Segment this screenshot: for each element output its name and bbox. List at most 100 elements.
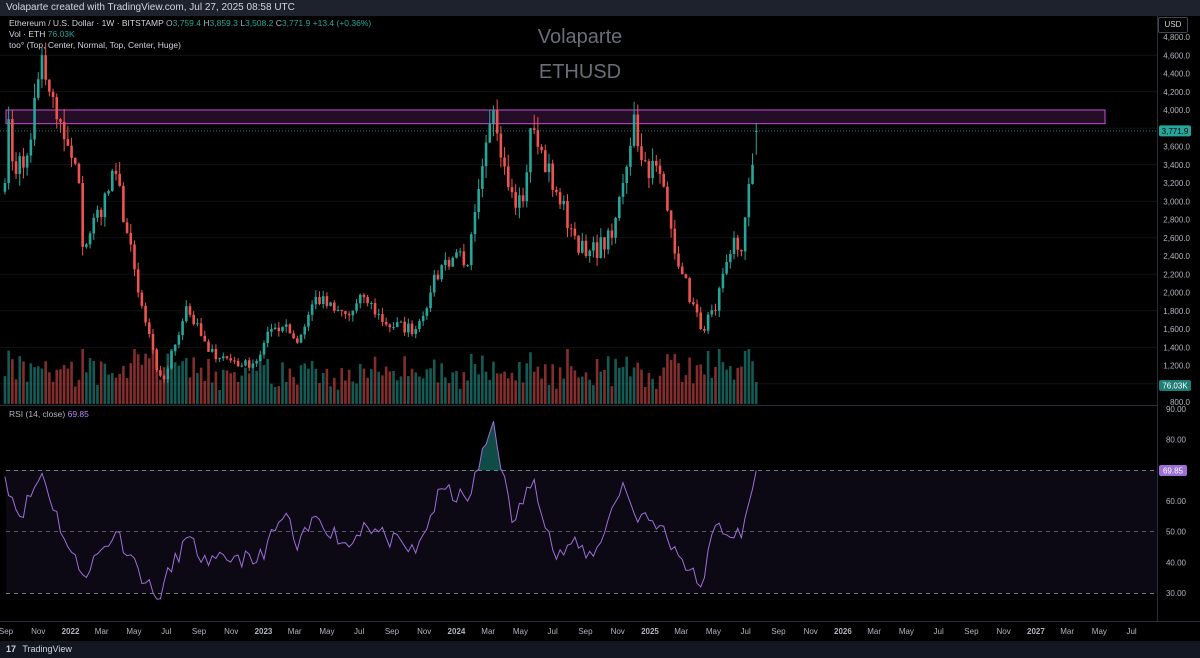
candle-body <box>181 321 184 336</box>
time-tick-label: 2027 <box>1027 627 1045 636</box>
candle-body <box>370 303 373 305</box>
volume-bar <box>599 371 603 404</box>
volume-bar <box>488 379 492 404</box>
candle-body <box>251 363 255 368</box>
indicator-line[interactable]: too° (Top, Center, Normal, Top, Center, … <box>9 40 371 51</box>
candle-body <box>629 145 632 167</box>
tradingview-logo-icon[interactable]: 17 <box>6 644 17 654</box>
rsi-legend[interactable]: RSI (14, close) 69.85 <box>9 409 89 419</box>
volume-bar <box>233 372 236 404</box>
volume-bar <box>358 363 362 404</box>
volume-bar <box>636 362 640 404</box>
rsi-legend-value: 69.85 <box>67 409 89 419</box>
volume-bar <box>392 370 395 404</box>
resistance-zone[interactable] <box>5 109 1106 125</box>
volume-bar <box>618 367 621 404</box>
time-tick-label: Mar <box>288 627 302 636</box>
candle-body <box>33 97 36 140</box>
candle-body <box>307 314 310 327</box>
candle-body <box>592 242 595 251</box>
volume-bar <box>473 364 477 404</box>
volume-bar <box>110 373 114 404</box>
candle-body <box>647 161 651 179</box>
price-tick-label: 3,000.0 <box>1163 197 1190 206</box>
volume-bar <box>133 349 136 404</box>
candle-body <box>362 294 366 298</box>
volume-bar <box>725 369 728 404</box>
symbol-name[interactable]: Ethereum / U.S. Dollar · 1W · BITSTAMP <box>9 18 164 28</box>
volume-bar <box>325 368 329 404</box>
candle-body <box>318 297 321 305</box>
rsi-axis[interactable]: 90.00 80.00 60.00 50.00 40.00 30.00 <box>1166 405 1187 598</box>
volume-bar <box>196 373 199 404</box>
candle-body <box>540 146 543 151</box>
candle-body <box>133 244 136 270</box>
candle-body <box>129 232 133 245</box>
candle-body <box>373 303 377 315</box>
volume-bar <box>281 362 284 404</box>
volume-bar <box>373 356 377 404</box>
candle-body <box>255 360 258 364</box>
candle-body <box>147 322 151 334</box>
volume-bar <box>92 360 96 404</box>
time-tick-label: May <box>1092 627 1107 636</box>
volume-bar <box>118 373 121 404</box>
volume-bar <box>136 354 140 404</box>
candle-body <box>170 351 173 369</box>
volume-bar <box>706 350 710 404</box>
volume-value: 76.03K <box>47 29 75 39</box>
candle-body <box>432 274 436 293</box>
price-axis[interactable]: 4,800.0 4,600.0 4,400.0 4,200.0 4,000.0 3,800… <box>1163 33 1190 407</box>
candle-body <box>355 303 358 311</box>
time-tick-label: Sep <box>771 627 786 636</box>
ohlc-low-label: L <box>240 18 245 28</box>
candle-body <box>451 257 455 267</box>
candle-body <box>388 324 392 328</box>
volume-bar <box>218 389 221 404</box>
volume-bar <box>414 372 418 404</box>
volume-bar <box>629 376 632 404</box>
volume-badge-text: 76.03K <box>1162 382 1188 391</box>
candle-body <box>273 327 277 329</box>
volume-bar <box>247 373 251 404</box>
time-tick-label: Mar <box>481 627 495 636</box>
currency-button[interactable]: USD <box>1158 17 1188 33</box>
candle-body <box>584 240 588 256</box>
volume-bar <box>207 358 210 404</box>
price-tick-label: 4,000.0 <box>1163 106 1190 115</box>
candle-body <box>518 195 521 208</box>
candle-body <box>299 334 303 343</box>
volume-bar <box>529 352 532 404</box>
volume-bar <box>680 381 684 404</box>
candle-body <box>292 333 295 339</box>
time-tick-label: 2023 <box>255 627 273 636</box>
candle-body <box>499 133 503 158</box>
price-tick-label: 1,200.0 <box>1163 362 1190 371</box>
candle-body <box>421 315 425 322</box>
volume-bar <box>592 385 595 404</box>
volume-bar <box>566 349 569 404</box>
candle-body <box>92 217 96 234</box>
candle-body <box>695 304 699 313</box>
volume-indicator-name[interactable]: Vol · ETH <box>9 29 46 39</box>
volume-bar <box>125 378 129 404</box>
candle-body <box>66 139 70 146</box>
candle-body <box>699 312 703 329</box>
candle-body <box>743 217 747 252</box>
volume-bar <box>536 366 540 404</box>
candle-body <box>481 166 484 189</box>
price-tick-label: 1,400.0 <box>1163 343 1190 352</box>
candle-body <box>203 335 207 342</box>
volume-bar <box>296 384 299 404</box>
ohlc-close-label: C <box>275 18 282 28</box>
volume-bar <box>318 382 321 404</box>
time-axis[interactable]: Sep Nov 2022 Mar May Jul Sep Nov 2023 Mar May Jul Se… <box>0 627 1137 636</box>
candle-body <box>384 321 388 325</box>
candle-body <box>436 274 440 280</box>
footer-brand[interactable]: TradingView <box>22 644 72 654</box>
time-tick-label: Mar <box>95 627 109 636</box>
rsi-overbought-fill <box>4 421 757 471</box>
rsi-tick-label: 40.00 <box>1166 558 1187 567</box>
volume-bar <box>754 381 758 404</box>
